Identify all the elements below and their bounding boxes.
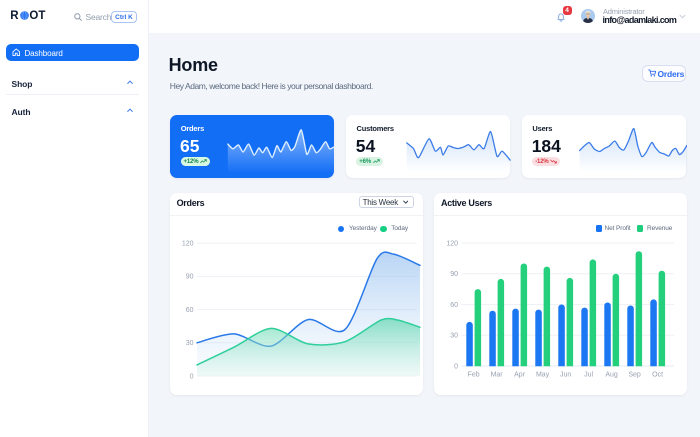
svg-text:30: 30	[450, 333, 458, 340]
svg-text:30: 30	[186, 340, 194, 347]
svg-text:May: May	[536, 372, 550, 379]
svg-text:Jun: Jun	[560, 372, 571, 379]
svg-text:60: 60	[186, 307, 194, 314]
svg-text:90: 90	[186, 274, 194, 281]
svg-text:Apr: Apr	[514, 372, 526, 379]
svg-text:60: 60	[450, 302, 458, 309]
svg-text:120: 120	[182, 241, 194, 248]
svg-text:120: 120	[447, 240, 459, 247]
svg-text:0: 0	[190, 373, 194, 380]
svg-text:Feb: Feb	[468, 372, 480, 379]
svg-text:Oct: Oct	[652, 372, 663, 379]
svg-text:Aug: Aug	[606, 372, 619, 379]
svg-text:Sep: Sep	[629, 372, 642, 379]
svg-text:Jul: Jul	[584, 372, 593, 379]
svg-text:0: 0	[454, 363, 458, 370]
svg-text:90: 90	[450, 271, 458, 278]
svg-text:Mar: Mar	[491, 372, 504, 379]
